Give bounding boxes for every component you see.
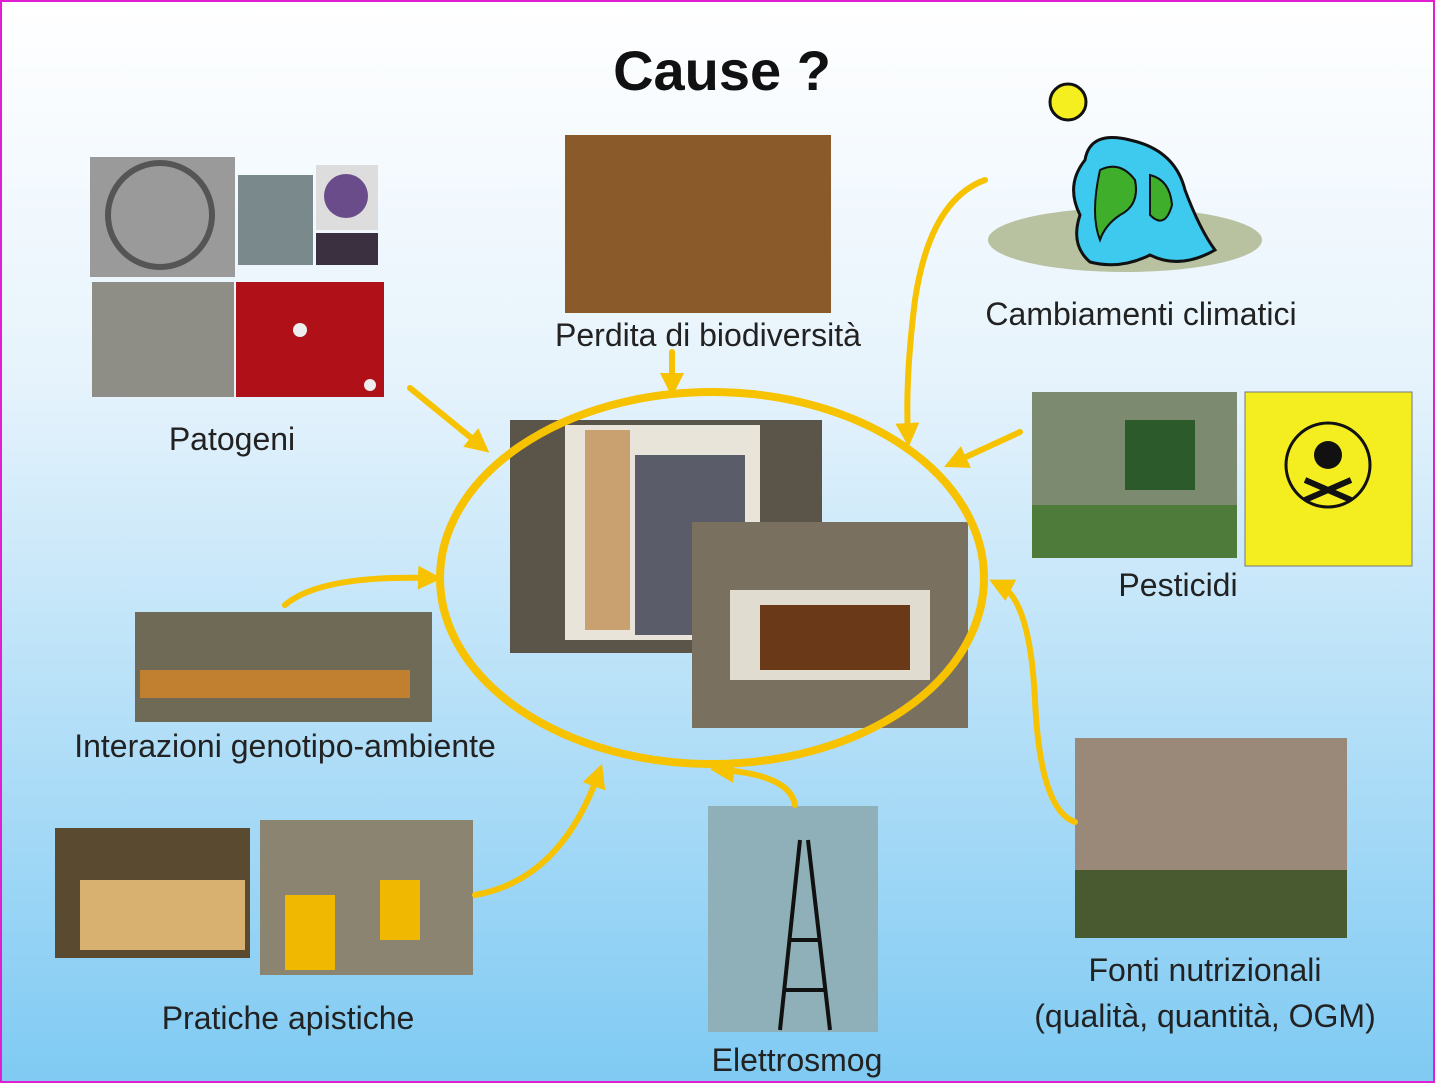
apiary-image <box>135 612 432 722</box>
node-label: Perdita di biodiversità <box>555 317 861 353</box>
node-label: Fonti nutrizionali <box>1089 952 1322 988</box>
node-label: Pesticidi <box>1118 567 1237 603</box>
tower-image <box>708 806 878 1032</box>
node-label: Interazioni genotipo-ambiente <box>74 728 496 764</box>
climate-clipart <box>988 82 1262 272</box>
node-label: (qualità, quantità, OGM) <box>1034 998 1375 1034</box>
pesticide-images <box>1032 391 1413 567</box>
title: Cause ? <box>613 39 831 102</box>
node-label: Pratiche apistiche <box>162 1000 415 1036</box>
clover-image <box>1075 738 1347 938</box>
bees-image <box>565 135 831 313</box>
arrows <box>282 177 1078 898</box>
node-label: Cambiamenti climatici <box>985 296 1296 332</box>
node-label: Elettrosmog <box>712 1042 883 1078</box>
node-label: Patogeni <box>169 421 295 457</box>
beekeeping-images <box>55 820 473 975</box>
patogeni-images <box>90 157 384 397</box>
